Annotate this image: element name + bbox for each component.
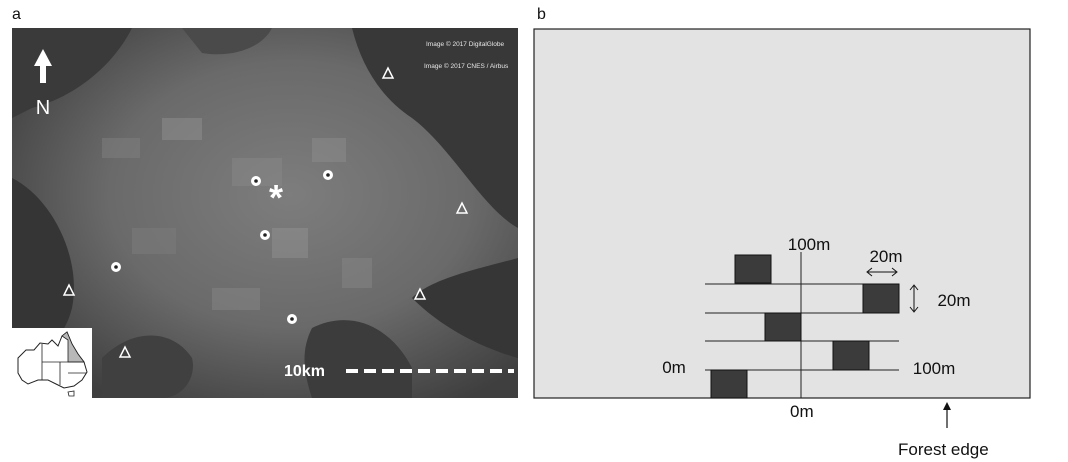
- quadrat-width-label: 20m: [869, 247, 902, 266]
- width-arrow-icon: [866, 267, 898, 277]
- quadrat: [832, 340, 870, 371]
- triangle-site-icon: [118, 345, 132, 358]
- circle-site-icon: [287, 314, 297, 324]
- panel-b-label: b: [537, 6, 546, 23]
- panel-a-label: a: [12, 6, 21, 23]
- circle-site-icon: [251, 176, 261, 186]
- quadrat-diagram-svg: 100m 0m 100m 20m 20m: [533, 28, 1031, 399]
- forest-edge-label: Forest edge: [898, 440, 989, 459]
- diagram-background: [533, 28, 1031, 399]
- quadrat: [764, 312, 802, 342]
- quadrat: [862, 283, 900, 314]
- quadrat: [734, 254, 772, 284]
- triangle-site-icon: [381, 66, 395, 79]
- top-distance-label: 100m: [788, 235, 831, 254]
- quadrat: [710, 369, 748, 399]
- bottom-distance-label: 0m: [790, 402, 814, 421]
- australia-map-icon: [12, 328, 92, 398]
- right-distance-label: 100m: [913, 359, 956, 378]
- circle-site-icon: [111, 262, 121, 272]
- north-arrow-icon: [34, 49, 52, 83]
- triangle-site-icon: [413, 287, 427, 300]
- north-label: N: [36, 97, 50, 119]
- triangle-site-icon: [62, 283, 76, 296]
- quadrat-layout-diagram: 100m 0m 100m 20m 20m: [533, 28, 1033, 400]
- satellite-map: Image © 2017 DigitalGlobe Image © 2017 C…: [12, 28, 518, 398]
- credit-cnes-airbus: Image © 2017 CNES / Airbus: [424, 62, 509, 70]
- asterisk-icon: *: [269, 177, 283, 218]
- credit-digitalglobe: Image © 2017 DigitalGlobe: [426, 40, 505, 48]
- forest-edge-arrow-icon: [943, 402, 951, 428]
- circle-site-icon: [323, 170, 333, 180]
- height-arrow-icon: [909, 284, 919, 313]
- satellite-image: Image © 2017 DigitalGlobe Image © 2017 C…: [12, 28, 518, 398]
- left-distance-label: 0m: [662, 358, 686, 377]
- triangle-site-icon: [455, 201, 469, 214]
- circle-site-icon: [260, 230, 270, 240]
- scale-label: 10km: [284, 363, 325, 380]
- quadrat-height-label: 20m: [937, 291, 970, 310]
